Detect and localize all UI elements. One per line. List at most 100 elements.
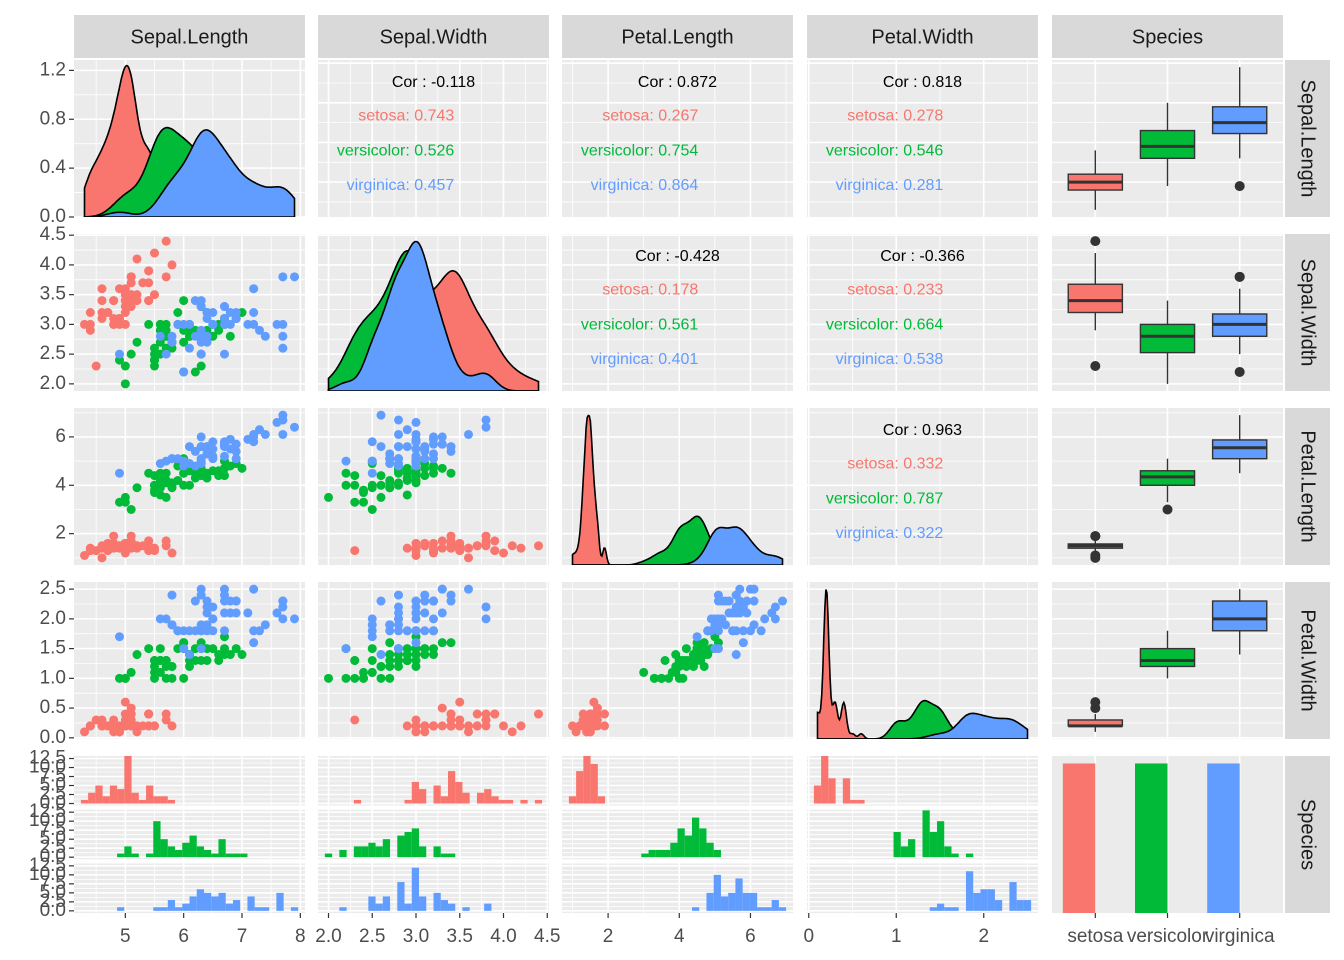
point	[115, 349, 124, 359]
y-tick-label: 12.5	[29, 801, 66, 822]
point	[481, 538, 491, 548]
point	[359, 488, 368, 498]
point	[420, 721, 430, 731]
point	[126, 349, 136, 359]
point	[472, 709, 482, 719]
point	[220, 463, 229, 473]
point	[678, 673, 688, 683]
density	[327, 240, 539, 391]
point	[568, 721, 577, 731]
point	[411, 661, 421, 671]
point	[190, 473, 200, 483]
panel	[74, 863, 305, 913]
histogram-bar	[324, 853, 333, 858]
histogram-bar	[951, 853, 959, 858]
point	[713, 626, 723, 636]
point	[179, 296, 189, 306]
histogram-bar	[440, 796, 448, 804]
point	[179, 461, 189, 471]
x-tick-label: 4	[674, 926, 685, 947]
histogram-bar	[994, 900, 1003, 911]
point	[359, 673, 368, 683]
strip-background	[807, 15, 1038, 58]
point	[376, 673, 386, 683]
point	[481, 531, 491, 541]
point	[150, 343, 159, 353]
point	[214, 471, 224, 481]
point	[115, 727, 124, 737]
panel	[562, 408, 793, 565]
point	[97, 721, 107, 731]
x-tick-label: 6	[745, 926, 756, 947]
histogram-bar	[203, 849, 212, 858]
point	[446, 721, 456, 731]
point	[437, 721, 447, 731]
point	[402, 721, 412, 731]
point	[249, 308, 259, 317]
histogram-bar	[419, 846, 427, 858]
point	[138, 541, 148, 551]
histogram-bar	[484, 903, 492, 911]
x-tick-label: 6	[178, 926, 189, 947]
histogram-bar	[397, 835, 405, 858]
histogram-bar	[936, 903, 945, 911]
panel	[1052, 756, 1283, 913]
y-tick-label: 6	[55, 426, 66, 447]
histogram-bar	[484, 789, 492, 804]
point	[202, 626, 212, 636]
point	[367, 504, 377, 514]
point	[85, 319, 95, 329]
histogram-bar	[749, 892, 758, 911]
point	[411, 626, 421, 636]
y-tick-label: 0.8	[40, 108, 66, 129]
bar	[1135, 763, 1168, 913]
point	[455, 697, 465, 707]
panel	[807, 582, 1038, 739]
point	[464, 727, 473, 737]
outlier	[1162, 504, 1173, 515]
y-tick-label: 0.0	[40, 793, 66, 814]
panel	[74, 60, 305, 217]
point	[196, 590, 206, 600]
strip-label: Species	[1297, 799, 1319, 870]
point	[208, 451, 218, 461]
histogram-bar	[339, 907, 347, 911]
point	[126, 667, 136, 677]
outlier	[1090, 697, 1101, 708]
box	[1211, 106, 1268, 135]
point	[437, 439, 447, 449]
histogram-bar	[102, 796, 110, 804]
point	[196, 456, 206, 466]
point	[367, 480, 377, 490]
y-tick-label: 4.0	[40, 254, 66, 275]
point	[692, 632, 702, 642]
histogram-bar	[109, 785, 118, 804]
point	[155, 331, 165, 341]
histogram-bar	[440, 853, 448, 858]
histogram-bar	[590, 763, 598, 804]
histogram-bar	[1023, 900, 1032, 911]
strip-label: Species	[1132, 26, 1203, 48]
histogram-bar	[447, 853, 456, 858]
x-tick-label: 8	[295, 926, 306, 947]
point	[126, 272, 136, 282]
point	[231, 313, 241, 323]
point	[341, 673, 351, 683]
point	[385, 483, 395, 493]
point	[91, 715, 101, 725]
point	[756, 626, 766, 636]
point	[437, 536, 447, 546]
panel: Cor : 0.872 setosa: 0.267 versicolor: 0.75…	[562, 60, 793, 217]
point	[196, 432, 206, 442]
point	[411, 429, 421, 439]
panel: Cor : -0.428 setosa: 0.178 versicolor: 0.5…	[562, 234, 793, 391]
histogram-bar	[706, 892, 714, 911]
point	[85, 308, 95, 317]
point	[80, 727, 89, 737]
point	[394, 442, 403, 452]
histogram-bar	[153, 821, 161, 858]
correlation: Cor : 0.872	[638, 74, 717, 91]
point	[341, 468, 351, 478]
panel-background	[74, 234, 305, 391]
